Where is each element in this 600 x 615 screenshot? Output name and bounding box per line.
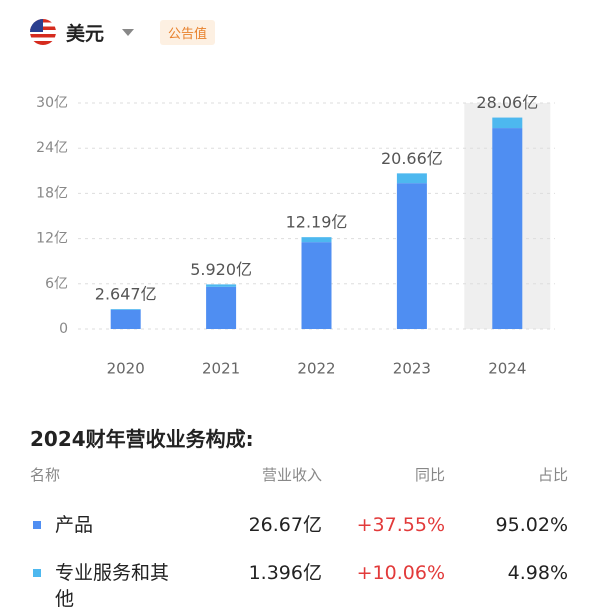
header: 美元 公告值 (30, 16, 216, 48)
bar-segment[interactable] (492, 128, 523, 329)
x-tick-label: 2024 (488, 360, 526, 378)
table-header: 名称 营业收入 同比 占比 (30, 464, 570, 502)
total-label: 12.19亿 (286, 213, 348, 232)
legend-dot (33, 521, 41, 529)
column-header: 占比 (537, 466, 568, 484)
column-header: 名称 (30, 466, 61, 484)
total-label: 2.647亿 (95, 285, 157, 304)
breakdown-table: 名称 营业收入 同比 占比 产品 26.67亿 +37.55% 95.02% 专… (30, 464, 570, 612)
bar-segment[interactable] (206, 286, 237, 329)
bar-segment[interactable] (110, 309, 141, 329)
legend-dot (33, 569, 41, 577)
cell: 95.02% (495, 514, 568, 536)
cell: 26.67亿 (248, 514, 322, 536)
flag-icon (30, 19, 56, 45)
badge: 公告值 (160, 19, 216, 45)
table-row: 专业服务和其他 1.396亿 +10.06% 4.98% (30, 560, 570, 612)
cell: 1.396亿 (248, 562, 322, 584)
bar-segment[interactable] (301, 242, 332, 329)
table-row: 产品 26.67亿 +37.55% 95.02% (30, 512, 570, 538)
cell: +10.06% (356, 562, 445, 584)
y-tick-label: 12亿 (36, 231, 68, 247)
cell: 专业服务和其他 (55, 562, 170, 610)
bar-segment[interactable] (492, 117, 523, 129)
chart: 0 6亿 12亿 18亿 24亿 30亿 2020 2.647亿 2021 5.920亿 2022 1… (36, 93, 555, 378)
y-tick-label: 6亿 (45, 276, 68, 292)
currency[interactable]: 美元 (66, 22, 105, 45)
y-tick-label: 24亿 (36, 140, 68, 156)
x-tick-label: 2021 (202, 360, 240, 378)
x-tick-label: 2020 (107, 360, 145, 378)
y-tick-label: 0 (59, 321, 68, 337)
cell: 4.98% (507, 562, 568, 584)
section-title: 2024财年营收业务构成: (30, 427, 254, 451)
bar-segment[interactable] (110, 309, 141, 310)
bar-segment[interactable] (396, 183, 427, 329)
total-label: 28.06亿 (476, 93, 538, 112)
bar-segment[interactable] (396, 173, 427, 184)
dropdown-arrow[interactable] (122, 28, 135, 36)
x-tick-label: 2023 (393, 360, 431, 378)
column-header: 同比 (414, 466, 445, 484)
total-label: 5.920亿 (190, 260, 252, 279)
x-tick-label: 2022 (297, 360, 335, 378)
cell: 产品 (55, 514, 94, 536)
y-tick-label: 30亿 (36, 95, 68, 111)
bar-segment[interactable] (206, 284, 237, 287)
cell: +37.55% (356, 514, 445, 536)
total-label: 20.66亿 (381, 149, 443, 168)
column-header: 营业收入 (261, 466, 322, 484)
bar-segment[interactable] (301, 237, 332, 243)
y-tick-label: 18亿 (36, 185, 68, 201)
